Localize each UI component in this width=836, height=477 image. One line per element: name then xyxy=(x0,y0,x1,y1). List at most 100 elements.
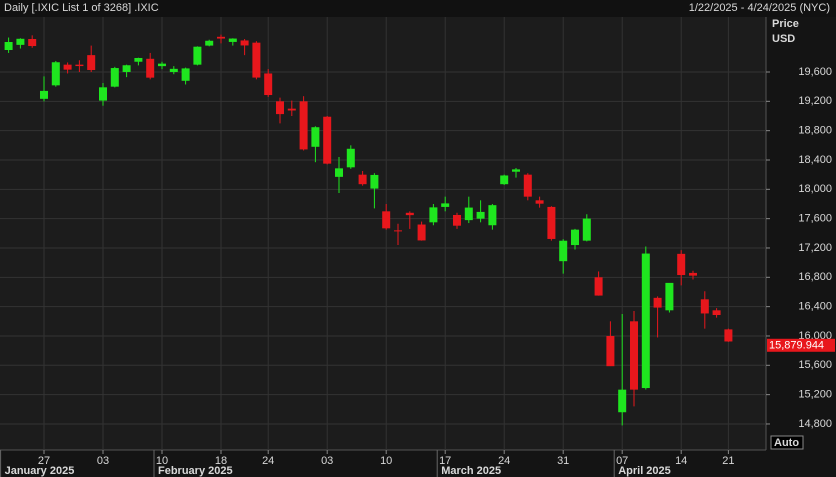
candle-body xyxy=(394,230,402,232)
candle-body xyxy=(618,389,627,413)
y-tick-label: 16,400 xyxy=(798,301,832,313)
candle-body xyxy=(405,212,414,216)
candle-body xyxy=(689,272,697,276)
x-tick-label: 10 xyxy=(380,455,392,467)
candle-body xyxy=(158,63,166,67)
candle-body xyxy=(582,218,591,241)
y-tick-label: 16,800 xyxy=(798,271,832,283)
candle-body xyxy=(16,38,25,45)
candle-body xyxy=(75,64,84,67)
candle-body xyxy=(571,229,579,246)
x-tick-label: 03 xyxy=(321,455,333,467)
x-tick-label: 03 xyxy=(97,455,109,467)
candle-body xyxy=(641,253,650,389)
candle-body xyxy=(181,68,190,81)
y-tick-label: 15,200 xyxy=(798,389,832,401)
candle-body xyxy=(441,203,450,207)
chart-title: Daily [.IXIC List 1 of 3268] .IXIC xyxy=(4,2,159,14)
candle-body xyxy=(559,240,568,262)
candle-body xyxy=(370,174,379,189)
y-tick-label: 19,600 xyxy=(798,66,832,78)
candle-body xyxy=(63,64,72,70)
last-price-label: 15,879.944 xyxy=(769,340,824,352)
candle-body xyxy=(40,90,48,99)
candle-body xyxy=(700,299,709,314)
candle-body xyxy=(453,214,461,226)
candle-body xyxy=(382,211,391,229)
y-tick-label: 17,200 xyxy=(798,242,832,254)
x-tick-label: 17 xyxy=(439,455,451,467)
x-tick-label: 24 xyxy=(262,455,274,467)
candle-body xyxy=(547,206,556,239)
month-label: February 2025 xyxy=(158,465,233,477)
y-tick-label: 18,000 xyxy=(798,183,832,195)
candle-body xyxy=(335,168,343,177)
x-tick-label: 07 xyxy=(616,455,628,467)
last-price-box xyxy=(767,338,835,352)
candle-body xyxy=(122,65,131,72)
candle-body xyxy=(193,46,202,65)
candle-body xyxy=(606,335,615,367)
candle-body xyxy=(169,68,178,72)
y-tick-label: 14,800 xyxy=(798,418,832,430)
date-range: 1/22/2025 - 4/24/2025 (NYC) xyxy=(689,2,830,14)
candle-body xyxy=(299,101,308,150)
candle-body xyxy=(51,62,60,86)
candle-body xyxy=(28,38,37,47)
date-axis-bg xyxy=(0,450,836,477)
y-tick-label: 15,600 xyxy=(798,359,832,371)
price-axis-bg xyxy=(766,17,836,450)
candle-body xyxy=(488,205,497,226)
candle-body xyxy=(99,87,107,101)
candle-body xyxy=(4,42,13,50)
candle-body xyxy=(205,40,214,46)
candle-body xyxy=(677,253,686,276)
y-tick-label: 18,400 xyxy=(798,154,832,166)
candle-body xyxy=(110,68,119,87)
candle-body xyxy=(240,40,249,46)
x-tick-label: 18 xyxy=(215,455,227,467)
x-tick-label: 24 xyxy=(498,455,510,467)
candle-body xyxy=(87,55,96,71)
candle-body xyxy=(287,108,296,111)
scale-mode[interactable]: Auto xyxy=(774,437,799,449)
candle-body xyxy=(264,73,273,96)
y-tick-label: 18,800 xyxy=(798,125,832,137)
scale-mode-button[interactable] xyxy=(770,435,804,450)
candle-body xyxy=(712,310,721,316)
month-label: April 2025 xyxy=(618,465,671,477)
candle-body xyxy=(535,200,544,204)
candle-body xyxy=(464,207,473,221)
candle-body xyxy=(523,174,532,197)
y-tick-label: 17,600 xyxy=(798,213,832,225)
y-tick-label: 19,200 xyxy=(798,95,832,107)
candle-body xyxy=(724,329,733,342)
month-label: January 2025 xyxy=(5,465,75,477)
candle-body xyxy=(653,297,662,308)
x-tick-label: 31 xyxy=(557,455,569,467)
candle-body xyxy=(323,116,332,164)
candle-body xyxy=(476,211,485,219)
candle-body xyxy=(146,58,155,78)
candle-body xyxy=(630,321,638,390)
x-tick-label: 14 xyxy=(675,455,687,467)
candle-body xyxy=(417,224,426,241)
y-axis-label: Price xyxy=(772,18,799,30)
candle-body xyxy=(512,169,520,172)
candle-body xyxy=(429,207,438,223)
candle-body xyxy=(217,36,225,39)
x-tick-label: 27 xyxy=(38,455,50,467)
month-label: March 2025 xyxy=(441,465,501,477)
x-tick-label: 10 xyxy=(156,455,168,467)
candle-body xyxy=(228,38,237,42)
candle-body xyxy=(665,282,674,311)
candle-body xyxy=(500,175,509,185)
candle-body xyxy=(276,101,284,115)
candle-body xyxy=(594,277,603,296)
candle-body xyxy=(346,148,355,168)
candle-body xyxy=(134,57,143,62)
x-tick-label: 21 xyxy=(722,455,734,467)
y-axis-unit: USD xyxy=(772,33,795,45)
header-bar xyxy=(0,0,836,17)
